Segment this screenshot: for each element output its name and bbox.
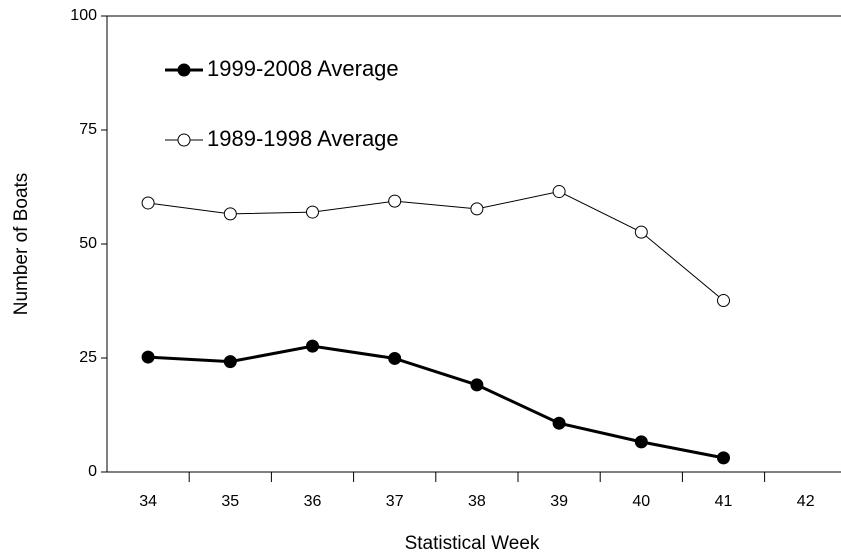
point [306, 205, 319, 219]
point [717, 451, 730, 465]
y-tick-label: 100 [70, 7, 97, 24]
series-line [148, 344, 724, 460]
x-tick-label: 40 [632, 493, 650, 510]
legend-marker [177, 63, 191, 77]
x-tick-label: 41 [715, 493, 733, 510]
point [717, 294, 730, 308]
x-tick-label: 38 [468, 493, 486, 510]
point [552, 416, 566, 430]
point [223, 355, 237, 369]
y-tick-label: 0 [88, 463, 97, 480]
x-tick-label: 36 [304, 493, 322, 510]
x-tick-label: 37 [386, 493, 404, 510]
point [388, 194, 402, 208]
point [470, 202, 484, 216]
x-tick-label: 34 [139, 493, 157, 510]
point [223, 207, 237, 221]
point [634, 435, 648, 449]
x-axis-label: Statistical Week [405, 533, 540, 554]
legend-label: 1989-1998 Average [207, 126, 399, 151]
x-tick-label: 42 [797, 493, 815, 510]
series-line [148, 191, 724, 301]
point [141, 196, 155, 210]
y-axis-label: Number of Boats [11, 173, 32, 316]
point [634, 225, 648, 239]
x-tick-label: 35 [221, 493, 239, 510]
legend-marker [177, 133, 191, 147]
point [470, 378, 484, 392]
y-tick-label: 75 [79, 121, 97, 138]
point [141, 350, 155, 364]
y-tick-label: 50 [79, 235, 97, 252]
point [388, 351, 402, 365]
point [552, 185, 566, 199]
x-tick-label: 39 [550, 493, 568, 510]
y-tick-label: 25 [79, 349, 97, 366]
legend-label: 1999-2008 Average [207, 56, 399, 81]
point [306, 339, 319, 353]
